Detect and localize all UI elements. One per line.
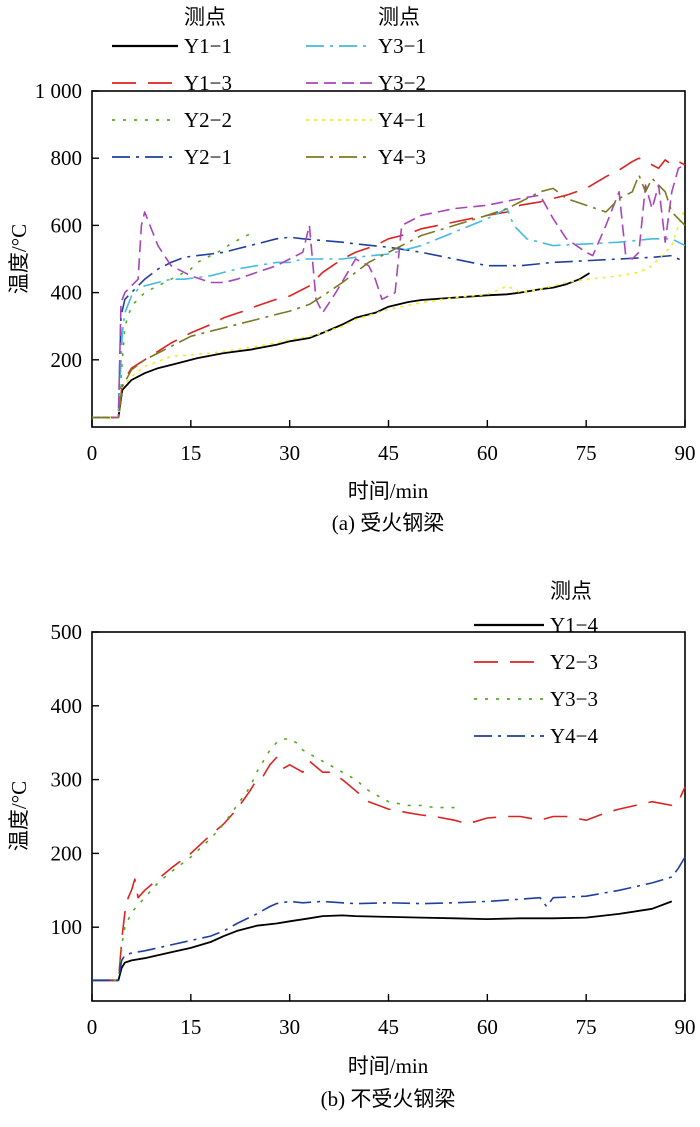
panel-a-legend-label: Y2−2 [184, 108, 232, 132]
panel-a-xtick-label: 60 [477, 441, 498, 465]
panel-a-xtick-label: 45 [378, 441, 399, 465]
panel-a-series-line-3 [92, 233, 251, 419]
panel-a-ytick-label: 600 [51, 213, 83, 237]
panel-b-xtick-label: 30 [279, 1015, 300, 1039]
panel-a-legend-title-1: 测点 [184, 5, 226, 29]
panel-b-series-group [92, 738, 686, 982]
panel-a-legend: Y1−1 Y1−3 Y2−2 Y2−1 Y3−1 Y3−2 Y4−1 Y4−3 [112, 34, 426, 169]
panel-a-series-line-2 [92, 157, 686, 419]
panel-a-ticks-group: 0 15 30 45 60 75 90 200 400 600 800 1 000 [35, 79, 696, 465]
panel-b-series-line-4 [92, 856, 686, 982]
panel-a-xlabel: 时间/min [348, 479, 429, 503]
panel-b-xtick-label: 75 [576, 1015, 597, 1039]
panel-b-xtick-label: 45 [378, 1015, 399, 1039]
panel-a-xtick-label: 30 [279, 441, 300, 465]
panel-b-xtick-label: 90 [675, 1015, 696, 1039]
panel-b-ytick-label: 300 [51, 768, 83, 792]
panel-b-legend-title: 测点 [550, 579, 592, 603]
panel-a-chart: 0 15 30 45 60 75 90 200 400 600 800 1 000 时间/min (a… [7, 5, 696, 535]
panel-a-xtick-label: 90 [675, 441, 696, 465]
panel-b-ticks-group: 0 15 30 45 60 75 90 100 200 300 400 500 [51, 620, 696, 1039]
panel-b-legend-label: Y3−3 [550, 687, 598, 711]
panel-a-series-line-6 [92, 164, 686, 419]
panel-a-ytick-label: 800 [51, 146, 83, 170]
panel-a-ytick-label: 200 [51, 348, 83, 372]
panel-b-legend-label: Y1−4 [550, 613, 599, 637]
panel-b-chart: 0 15 30 45 60 75 90 100 200 300 400 500 时间/min (b) … [7, 579, 696, 1111]
panel-a-legend-label: Y4−3 [378, 145, 426, 169]
panel-b-xtick-label: 60 [477, 1015, 498, 1039]
panel-a-series-line-4 [92, 236, 686, 419]
panel-b-ytick-label: 200 [51, 841, 83, 865]
panel-a-legend-label: Y1−1 [184, 34, 232, 58]
panel-b-series-line-2 [92, 756, 686, 982]
panel-a-series-group [92, 157, 686, 419]
panel-a-legend-title-2: 测点 [378, 5, 420, 29]
panel-a-xtick-label: 75 [576, 441, 597, 465]
panel-b-xlabel: 时间/min [348, 1054, 429, 1078]
panel-a-ytick-label: 1 000 [35, 79, 82, 103]
panel-b-legend-label: Y2−3 [550, 650, 598, 674]
panel-b-series-line-3 [92, 738, 462, 982]
panel-b-legend-label: Y4−4 [550, 724, 599, 748]
panel-b-series-line-1 [92, 900, 673, 982]
panel-b-xtick-label: 15 [180, 1015, 201, 1039]
panel-b-legend: Y1−4 Y2−3 Y3−3 Y4−4 [474, 613, 599, 748]
panel-b-ytick-label: 100 [51, 915, 83, 939]
panel-a-legend-label: Y1−3 [184, 71, 232, 95]
panel-a-ytick-label: 400 [51, 281, 83, 305]
panel-a-series-line-7 [92, 208, 686, 419]
panel-a-series-line-5 [92, 207, 686, 419]
panel-b-caption: (b) 不受火钢梁 [321, 1087, 456, 1111]
panel-a-legend-label: Y4−1 [378, 108, 426, 132]
panel-b-xtick-label: 0 [87, 1015, 98, 1039]
panel-b-ytick-label: 500 [51, 620, 83, 644]
panel-a-legend-label: Y3−2 [378, 71, 426, 95]
panel-a-caption: (a) 受火钢梁 [332, 511, 445, 535]
panel-a-legend-label: Y2−1 [184, 145, 232, 169]
panel-b-ytick-label: 400 [51, 694, 83, 718]
panel-a-ylabel: 温度/°C [7, 224, 31, 294]
panel-a-legend-label: Y3−1 [378, 34, 426, 58]
panel-a-xtick-label: 15 [180, 441, 201, 465]
panel-a-xtick-label: 0 [87, 441, 98, 465]
panel-b-ylabel: 温度/°C [7, 781, 31, 851]
panel-a-series-line-8 [92, 174, 686, 419]
